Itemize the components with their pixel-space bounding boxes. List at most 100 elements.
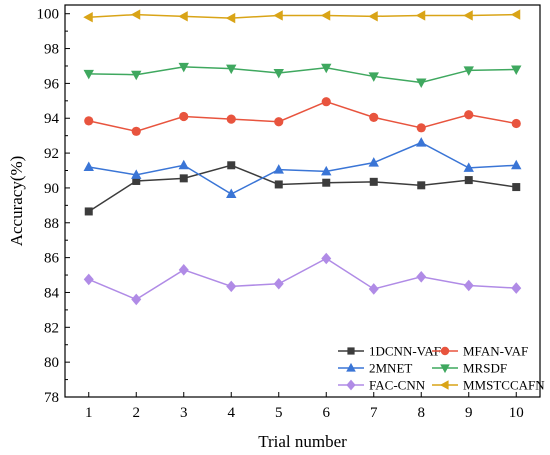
data-point xyxy=(273,68,284,79)
series-1dcnn-vaf xyxy=(84,161,521,216)
series-line xyxy=(88,66,517,84)
legend-item: FAC-CNN xyxy=(338,378,426,393)
data-point xyxy=(179,111,189,122)
data-point xyxy=(464,110,474,120)
data-point xyxy=(83,161,94,172)
data-point xyxy=(511,159,522,170)
legend-item: MRSDF xyxy=(432,361,507,376)
series-mfan-vaf xyxy=(84,97,521,136)
data-point xyxy=(226,114,236,124)
legend-marker xyxy=(440,346,450,356)
y-tick-label: 100 xyxy=(37,7,60,23)
data-point xyxy=(83,11,93,23)
data-point xyxy=(416,123,426,133)
data-point xyxy=(132,176,141,185)
data-point xyxy=(463,66,474,76)
data-point xyxy=(368,157,379,167)
data-point xyxy=(321,63,332,74)
legend-item: 2MNET xyxy=(338,361,412,376)
data-point xyxy=(273,10,283,21)
y-tick-label: 88 xyxy=(44,216,59,232)
x-tick-label: 10 xyxy=(509,405,524,421)
data-point xyxy=(178,159,189,170)
data-point xyxy=(416,270,427,283)
data-point xyxy=(416,137,427,147)
data-point xyxy=(321,97,331,107)
legend-label: MFAN-VAF xyxy=(463,344,528,359)
series-line xyxy=(88,164,517,213)
data-point xyxy=(178,62,189,73)
series-mmstccafn xyxy=(83,9,521,24)
data-point xyxy=(130,9,141,20)
data-point xyxy=(226,188,237,199)
plot-frame xyxy=(64,4,541,398)
data-point xyxy=(225,12,236,24)
data-point xyxy=(83,273,94,286)
data-point xyxy=(321,252,332,265)
data-point xyxy=(84,207,93,216)
legend-marker xyxy=(346,362,356,372)
series-line xyxy=(88,257,517,301)
data-point xyxy=(131,293,142,306)
y-tick-label: 96 xyxy=(44,76,60,92)
y-tick-label: 82 xyxy=(44,320,59,336)
data-point xyxy=(463,162,474,172)
data-point xyxy=(463,279,474,292)
legend: 1DCNN-VAF MFAN-VAF 2MNET MRSDF FAC-CNN MMSTCC… xyxy=(338,344,545,393)
y-tick-label: 92 xyxy=(44,146,59,162)
x-tick-label: 7 xyxy=(370,405,378,421)
y-tick-label: 84 xyxy=(44,285,60,301)
data-point xyxy=(320,10,331,21)
legend-label: 2MNET xyxy=(369,361,412,376)
data-point xyxy=(226,64,237,75)
legend-label: MRSDF xyxy=(463,361,507,376)
series-line xyxy=(88,13,517,19)
y-tick-label: 78 xyxy=(44,390,59,406)
data-point xyxy=(226,280,237,293)
data-point xyxy=(274,180,283,189)
legend-label: 1DCNN-VAF xyxy=(369,344,441,359)
y-tick-label: 98 xyxy=(44,42,59,58)
data-point xyxy=(178,264,189,276)
legend-item: MMSTCCAFN xyxy=(432,378,545,393)
y-tick-label: 80 xyxy=(44,355,59,371)
data-point xyxy=(510,9,521,20)
data-point xyxy=(179,174,188,183)
y-axis-title: Accuracy(%) xyxy=(7,156,26,247)
data-point xyxy=(322,178,331,187)
y-tick-label: 94 xyxy=(44,111,60,127)
data-point xyxy=(464,176,473,185)
data-point xyxy=(83,69,94,80)
x-tick-label: 1 xyxy=(85,405,93,421)
y-tick-label: 86 xyxy=(44,251,60,267)
y-tick-label: 90 xyxy=(44,181,59,197)
data-point xyxy=(417,181,426,190)
series-fac-cnn xyxy=(83,252,522,306)
data-point xyxy=(511,65,522,75)
x-tick-label: 6 xyxy=(323,405,331,421)
data-point xyxy=(274,117,284,127)
data-point xyxy=(368,11,378,22)
legend-marker xyxy=(347,347,355,355)
series-2mnet xyxy=(83,137,522,199)
legend-label: MMSTCCAFN xyxy=(463,378,545,393)
data-point xyxy=(178,11,188,22)
x-axis-title: Trial number xyxy=(258,432,347,451)
data-point xyxy=(369,112,379,122)
series-mrsdf xyxy=(83,62,522,89)
legend-item: MFAN-VAF xyxy=(432,344,528,359)
series-line xyxy=(88,141,517,195)
data-point xyxy=(463,10,473,21)
data-point xyxy=(273,164,284,174)
data-point xyxy=(131,169,142,179)
data-point xyxy=(369,177,378,186)
data-point xyxy=(273,277,284,290)
x-tick-label: 3 xyxy=(180,405,188,421)
legend-marker xyxy=(346,379,356,391)
data-point xyxy=(131,70,142,81)
x-tick-label: 2 xyxy=(133,405,141,421)
series-layer xyxy=(83,9,522,306)
data-point xyxy=(416,78,427,89)
